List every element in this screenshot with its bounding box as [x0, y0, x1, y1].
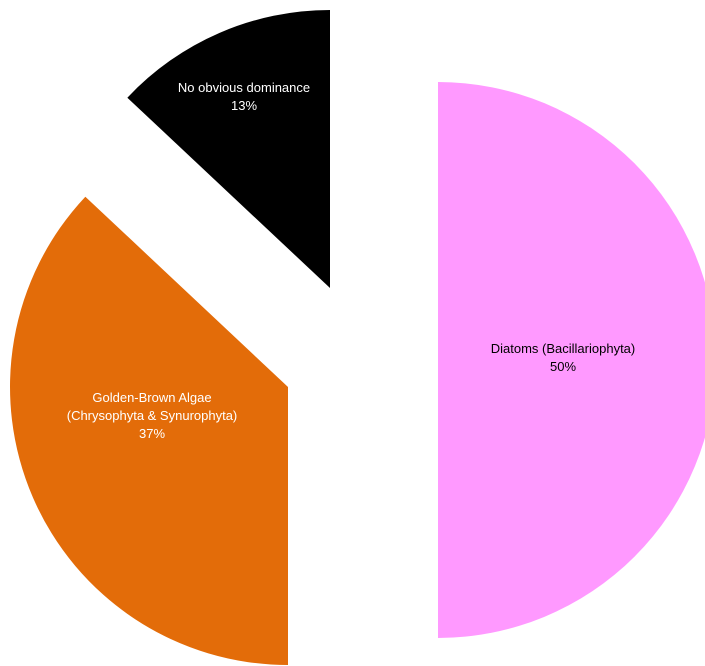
pie-slice-label-0: Diatoms (Bacillariophyta) 50% [491, 341, 636, 374]
pie-slice-2 [127, 10, 330, 288]
pie-slice-value-2: 13% [231, 98, 257, 113]
pie-slice-value-1: 37% [139, 426, 165, 441]
pie-slice-0 [438, 82, 705, 638]
pie-slice-value-0: 50% [550, 359, 576, 374]
pie-slice-1 [10, 196, 288, 665]
pie-slice-label-2: No obvious dominance 13% [178, 80, 310, 113]
pie-slice-label-1: Golden-Brown Algae (Chrysophyta & Synurop… [67, 390, 238, 441]
